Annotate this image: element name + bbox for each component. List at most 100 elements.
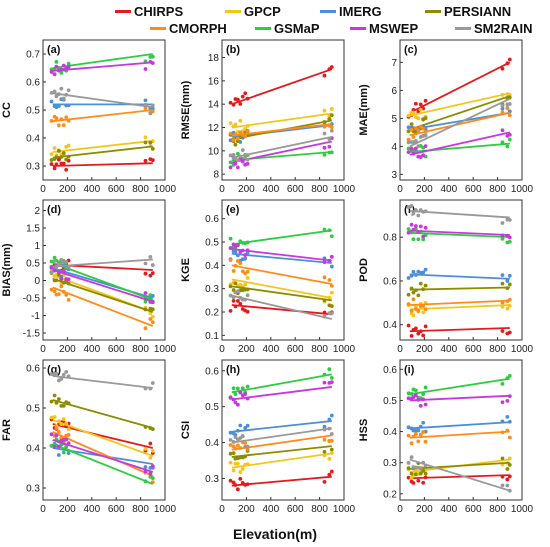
legend-label: CHIRPS	[134, 3, 184, 19]
data-point	[329, 290, 334, 295]
data-point	[150, 271, 155, 276]
data-point	[406, 146, 411, 151]
data-point	[228, 478, 233, 483]
data-point	[143, 291, 148, 295]
data-point	[322, 152, 327, 157]
data-point	[413, 326, 418, 331]
data-point	[235, 386, 240, 391]
data-point	[233, 281, 238, 286]
y-tick-label: 0.3	[383, 458, 397, 469]
y-tick-label: 14	[208, 100, 220, 111]
panel-a: 0.3 0.4 0.5 0.6 0.7 0 200 400 600 800 1000 CC (a)	[1, 39, 177, 195]
data-point	[507, 102, 512, 106]
trend-line-mswep	[52, 439, 154, 473]
x-tick-label: 200	[238, 184, 255, 195]
data-point	[500, 381, 505, 386]
y-tick-label: 12	[208, 123, 220, 134]
data-point	[52, 393, 57, 398]
data-point	[228, 451, 233, 456]
data-point	[507, 57, 512, 62]
trend-line-sm2rain	[52, 375, 153, 389]
data-point	[245, 269, 250, 274]
data-point	[505, 279, 510, 283]
data-point	[66, 297, 71, 302]
panel-label: (d)	[47, 204, 61, 216]
x-tick-label: 0	[219, 504, 225, 515]
x-tick-label: 200	[59, 184, 76, 195]
data-point	[59, 284, 64, 289]
data-point	[423, 116, 428, 121]
data-point	[235, 136, 240, 141]
data-point	[500, 221, 505, 225]
data-point	[61, 450, 66, 455]
data-point	[423, 307, 428, 312]
data-point	[423, 402, 428, 407]
data-point	[409, 127, 414, 132]
legend-item-chirps: CHIRPS	[115, 3, 183, 19]
data-point	[416, 116, 421, 121]
x-tick-label: 400	[83, 184, 100, 195]
data-point	[411, 290, 416, 295]
data-point	[243, 91, 248, 96]
data-point	[418, 224, 423, 229]
data-point	[423, 439, 428, 444]
data-point	[148, 471, 153, 476]
x-tick-label: 1000	[511, 504, 534, 515]
data-point	[148, 455, 153, 460]
trend-line-cmorph	[52, 109, 153, 123]
x-tick-label: 0	[219, 184, 225, 195]
panel-label: (c)	[404, 44, 418, 56]
data-point	[411, 481, 416, 485]
data-point	[143, 135, 148, 140]
data-point	[150, 381, 155, 385]
legend-swatch	[425, 9, 441, 13]
y-tick-label: 0.4	[26, 134, 40, 145]
y-tick-label: 1	[34, 241, 40, 252]
data-point	[413, 224, 418, 228]
y-tick-label: -1.5	[23, 329, 41, 340]
legend-item-imerg: IMERG	[320, 3, 382, 19]
data-point	[56, 123, 61, 128]
data-point	[411, 135, 416, 139]
trend-line-gpcp	[231, 452, 332, 469]
data-point	[411, 269, 416, 274]
trend-line-chirps	[409, 474, 510, 480]
data-point	[406, 425, 411, 430]
data-point	[64, 369, 69, 374]
data-point	[322, 145, 327, 150]
data-point	[228, 396, 233, 400]
x-tick-label: 200	[416, 344, 433, 355]
data-point	[228, 258, 233, 262]
y-axis-label: RMSE(mm)	[180, 80, 192, 139]
x-tick-label: 200	[238, 504, 255, 515]
y-tick-label: 0.6	[205, 366, 219, 377]
data-point	[245, 276, 250, 280]
legend-swatch	[115, 9, 131, 13]
x-tick-label: 800	[132, 504, 149, 515]
data-point	[423, 283, 428, 288]
y-tick-label: 2	[34, 206, 40, 217]
data-point	[52, 259, 57, 263]
panel-label: (e)	[226, 204, 240, 216]
data-point	[228, 430, 233, 435]
data-point	[322, 73, 327, 78]
data-point	[418, 281, 423, 286]
data-point	[411, 297, 416, 302]
y-tick-label: 5	[391, 114, 397, 125]
data-point	[49, 399, 54, 404]
data-point	[245, 161, 250, 166]
y-tick-label: 0.1	[205, 331, 219, 342]
trend-line-persiann	[52, 145, 153, 159]
data-point	[54, 64, 59, 69]
data-point	[143, 67, 148, 71]
data-point	[413, 101, 418, 106]
data-point	[52, 415, 57, 419]
data-point	[413, 431, 418, 436]
data-point	[233, 142, 238, 147]
trend-line-mswep	[231, 386, 332, 401]
x-tick-label: 600	[465, 344, 482, 355]
x-tick-label: 800	[311, 344, 328, 355]
trend-line-gsmap	[52, 262, 154, 301]
data-point	[418, 107, 423, 112]
